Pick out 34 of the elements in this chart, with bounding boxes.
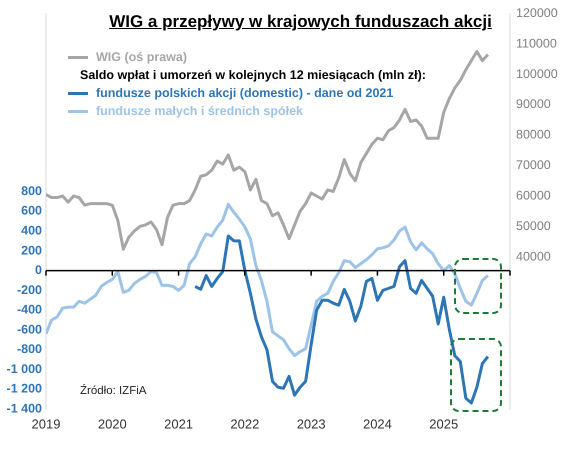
legend-title: Saldo wpłat i umorzeń w kolejnych 12 miesiącach (mln zł): bbox=[80, 67, 426, 84]
y-tick-label: 200 bbox=[21, 243, 42, 258]
y2-tick-label: 100000 bbox=[516, 66, 558, 81]
y2-tick-label: 70000 bbox=[516, 158, 551, 172]
legend-label: WIG (oś prawa) bbox=[96, 49, 187, 66]
y-tick-label: -1 200 bbox=[6, 382, 42, 396]
legend-label: fundusze polskich akcji (domestic) - dane od 2021 bbox=[96, 85, 394, 102]
x-tick-label: 2019 bbox=[32, 416, 60, 432]
x-tick-label: 2021 bbox=[164, 416, 194, 432]
legend-label: fundusze małych i średnich spółek bbox=[96, 103, 304, 120]
x-tick-label: 2022 bbox=[230, 416, 260, 432]
y2-tick-label: 60000 bbox=[516, 188, 551, 202]
annotation: Źródło: IZFiA bbox=[80, 385, 146, 397]
x-tick-label: 2025 bbox=[429, 416, 458, 432]
y-tick-label: -800 bbox=[16, 342, 42, 356]
y-tick-label: 600 bbox=[21, 204, 42, 218]
y-tick-label: -400 bbox=[16, 302, 42, 317]
y-tick-label: -200 bbox=[16, 282, 42, 297]
y2-tick-label: 120000 bbox=[516, 6, 558, 20]
y2-tick-label: 110000 bbox=[516, 36, 557, 50]
y2-tick-label: 50000 bbox=[516, 218, 551, 233]
y2-tick-label: 90000 bbox=[516, 97, 551, 112]
x-tick-label: 2024 bbox=[362, 416, 392, 432]
y-tick-label: 800 bbox=[21, 184, 42, 198]
y-tick-label: 0 bbox=[35, 263, 42, 278]
y2-tick-label: 40000 bbox=[516, 249, 551, 264]
y2-tick-label: 80000 bbox=[516, 128, 551, 142]
x-tick-label: 2020 bbox=[98, 416, 127, 432]
chart-title: WIG a przepływy w krajowych funduszach akcji bbox=[109, 12, 492, 31]
y-tick-label: -1 400 bbox=[6, 401, 42, 416]
y-tick-label: -1 000 bbox=[6, 362, 42, 376]
y-tick-label: 400 bbox=[21, 223, 42, 238]
x-tick-label: 2023 bbox=[296, 416, 326, 432]
y-tick-label: -600 bbox=[16, 322, 42, 336]
